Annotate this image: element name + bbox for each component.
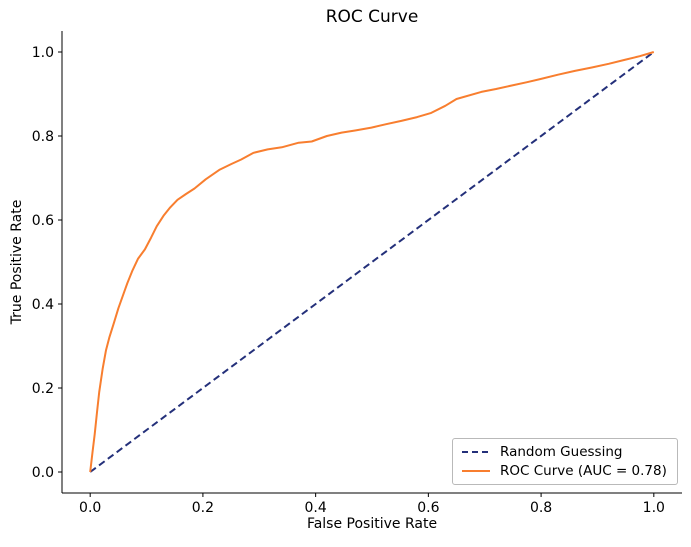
x-tick-label: 0.6 (417, 500, 439, 516)
x-tick-label: 0.4 (305, 500, 327, 516)
dashed-line-sample (462, 450, 490, 453)
legend-item-roc-curve: ROC Curve (AUC = 0.78) (461, 462, 669, 481)
y-tick-label: 0.8 (32, 129, 54, 145)
x-tick-label: 0.2 (192, 500, 214, 516)
y-axis-label: True Positive Rate (9, 199, 25, 325)
x-axis-label: False Positive Rate (306, 516, 438, 532)
legend-label-random-guessing: Random Guessing (500, 443, 623, 460)
roc-curve-line (89, 51, 655, 473)
random-guessing-line (89, 51, 655, 473)
y-tick-label: 0.4 (32, 297, 54, 313)
y-tick-label: 1.0 (32, 45, 54, 61)
legend: Random Guessing ROC Curve (AUC = 0.78) (452, 438, 678, 485)
x-tick-label: 0.8 (530, 500, 552, 516)
legend-item-random-guessing: Random Guessing (461, 442, 669, 461)
y-tick-label: 0.0 (32, 465, 54, 481)
chart-title: ROC Curve (325, 7, 419, 27)
legend-label-roc-curve: ROC Curve (AUC = 0.78) (500, 463, 667, 480)
x-tick-label: 1.0 (643, 500, 665, 516)
y-tick-label: 0.6 (32, 213, 54, 229)
x-tick-label: 0.0 (79, 500, 101, 516)
solid-line-sample (462, 470, 490, 473)
y-tick-label: 0.2 (32, 381, 54, 397)
